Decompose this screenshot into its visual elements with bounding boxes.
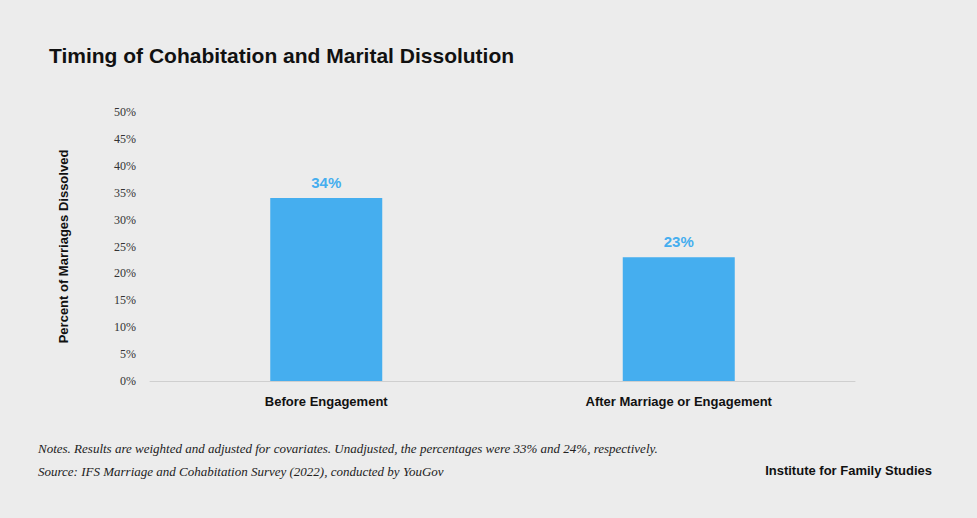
svg-text:45%: 45% bbox=[114, 132, 136, 146]
svg-text:20%: 20% bbox=[114, 266, 136, 280]
svg-text:5%: 5% bbox=[120, 347, 136, 361]
svg-text:50%: 50% bbox=[114, 105, 136, 119]
svg-text:34%: 34% bbox=[311, 174, 341, 191]
svg-text:23%: 23% bbox=[664, 233, 694, 250]
svg-text:After Marriage or Engagement: After Marriage or Engagement bbox=[586, 394, 773, 409]
svg-text:Source: IFS Marriage and Cohab: Source: IFS Marriage and Cohabitation Su… bbox=[38, 464, 444, 479]
svg-text:30%: 30% bbox=[114, 213, 136, 227]
svg-text:10%: 10% bbox=[114, 320, 136, 334]
svg-text:25%: 25% bbox=[114, 240, 136, 254]
svg-text:Institute for Family Studies: Institute for Family Studies bbox=[765, 463, 932, 478]
svg-text:35%: 35% bbox=[114, 186, 136, 200]
svg-text:Percent of Marriages Dissolved: Percent of Marriages Dissolved bbox=[56, 150, 71, 344]
svg-text:Notes. Results are weighted an: Notes. Results are weighted and adjusted… bbox=[37, 441, 658, 456]
svg-text:Timing of Cohabitation and Mar: Timing of Cohabitation and Marital Disso… bbox=[49, 44, 514, 67]
svg-text:0%: 0% bbox=[120, 374, 136, 388]
svg-text:40%: 40% bbox=[114, 159, 136, 173]
svg-text:15%: 15% bbox=[114, 293, 136, 307]
svg-text:Before Engagement: Before Engagement bbox=[265, 394, 388, 409]
